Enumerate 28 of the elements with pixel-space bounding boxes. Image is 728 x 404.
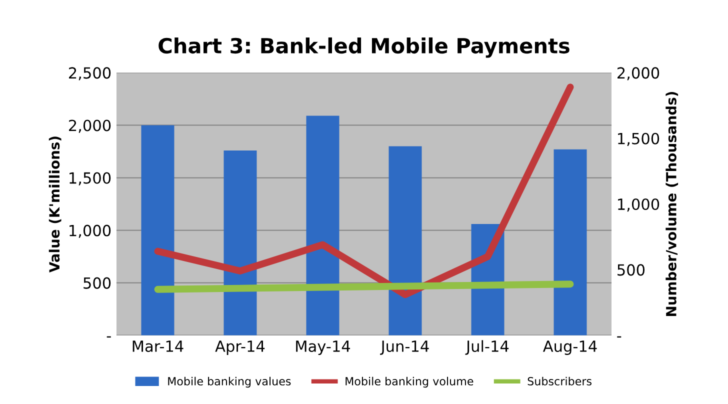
x-tick-label: Jul-14	[465, 340, 509, 355]
y-axis-title: Value (K'millions)	[48, 136, 62, 273]
x-tick-label: Aug-14	[542, 340, 597, 355]
bar	[388, 146, 422, 336]
y2-axis-title: Number/volume (Thousands)	[666, 92, 678, 316]
y2-tick-label: 500	[618, 264, 645, 276]
x-tick-label: Mar-14	[132, 340, 184, 352]
bar	[141, 125, 174, 336]
x-tick-label: May-14	[296, 340, 350, 355]
legend-label: Subscribers	[528, 376, 592, 386]
x-tick-label: Apr-14	[215, 340, 265, 355]
legend-label: Mobile banking values	[168, 376, 291, 388]
y-tick-label: -	[106, 336, 111, 338]
bar	[224, 150, 257, 336]
bar	[306, 116, 340, 336]
y-tick-label: 1,000	[70, 224, 111, 238]
y2-tick-label: 1,500	[618, 132, 660, 146]
bar	[554, 149, 587, 336]
y2-tick-label: 2,000	[618, 67, 660, 80]
legend-label: Mobile banking volume	[346, 376, 474, 388]
y-tick-label: 2,000	[69, 120, 111, 133]
chart-title: Chart 3: Bank-led Mobile Payments	[158, 37, 570, 58]
y2-tick-label: -	[617, 336, 622, 338]
y-tick-label: 2,500	[69, 67, 111, 80]
x-tick-label: Jun-14	[380, 340, 429, 355]
y2-tick-label: 1,000	[618, 198, 660, 212]
y-tick-label: 500	[84, 277, 111, 289]
y-tick-label: 1,500	[70, 172, 111, 186]
